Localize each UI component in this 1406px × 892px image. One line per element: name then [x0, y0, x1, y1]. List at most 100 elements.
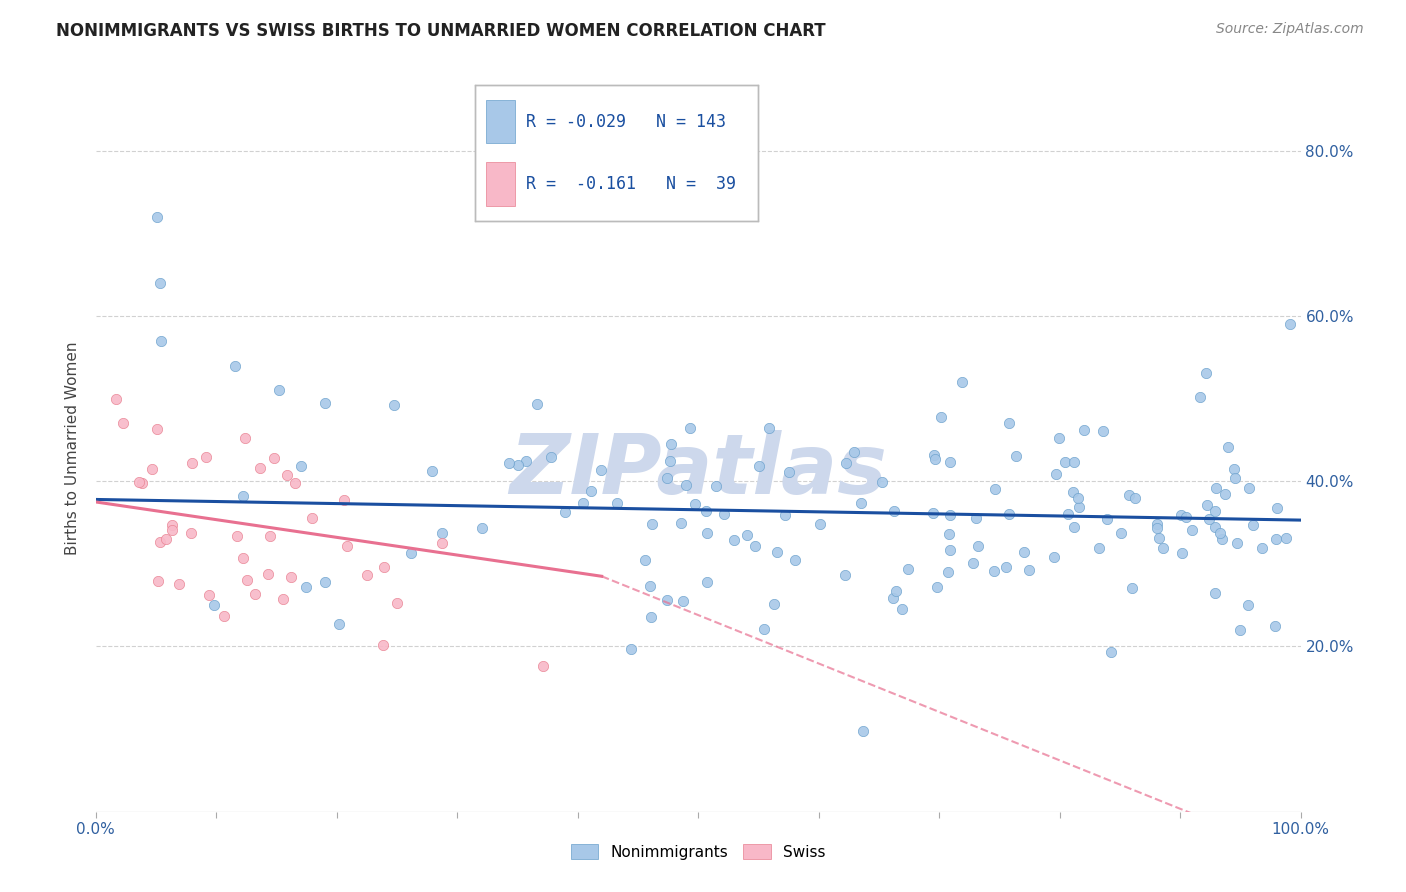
Point	[181, 456, 204, 470]
Point	[1204, 504, 1226, 518]
Point	[232, 489, 254, 503]
Point	[1069, 500, 1091, 514]
Point	[150, 334, 173, 348]
Point	[111, 417, 134, 431]
Point	[1222, 462, 1244, 476]
Point	[683, 497, 706, 511]
Point	[929, 409, 952, 424]
Point	[634, 553, 657, 567]
Point	[870, 475, 893, 489]
Point	[983, 564, 1005, 578]
Point	[148, 276, 170, 290]
Point	[1146, 521, 1168, 535]
Legend: Nonimmigrants, Swiss: Nonimmigrants, Swiss	[564, 838, 832, 866]
Point	[167, 577, 190, 591]
Point	[259, 529, 281, 543]
Point	[1204, 520, 1226, 534]
Point	[669, 516, 692, 530]
Point	[921, 506, 943, 520]
Point	[762, 597, 785, 611]
Point	[1053, 454, 1076, 468]
Point	[1123, 491, 1146, 505]
Point	[314, 574, 336, 589]
Point	[994, 560, 1017, 574]
Point	[249, 461, 271, 475]
Point	[1251, 541, 1274, 556]
Point	[225, 529, 247, 543]
Point	[924, 452, 946, 467]
Point	[1181, 523, 1204, 537]
Point	[638, 579, 661, 593]
Point	[679, 420, 702, 434]
Point	[1279, 318, 1302, 332]
Point	[1274, 531, 1296, 545]
Point	[834, 567, 856, 582]
Point	[620, 642, 643, 657]
Point	[748, 459, 770, 474]
Point	[430, 526, 453, 541]
Point	[998, 416, 1021, 430]
Point	[1012, 545, 1035, 559]
Point	[1067, 491, 1090, 505]
Point	[202, 599, 225, 613]
Point	[243, 587, 266, 601]
Point	[471, 521, 494, 535]
Point	[939, 455, 962, 469]
Point	[160, 523, 183, 537]
Point	[280, 569, 302, 583]
Point	[1073, 423, 1095, 437]
Point	[773, 508, 796, 522]
Point	[105, 392, 128, 406]
Point	[498, 456, 520, 470]
Point	[1265, 532, 1288, 546]
Point	[314, 396, 336, 410]
Point	[1099, 645, 1122, 659]
Point	[263, 450, 285, 465]
Point	[284, 475, 307, 490]
Point	[778, 465, 800, 479]
Point	[672, 594, 695, 608]
Point	[754, 622, 776, 636]
Point	[661, 437, 683, 451]
Point	[290, 458, 312, 473]
Point	[884, 584, 907, 599]
Point	[1095, 512, 1118, 526]
Point	[1226, 536, 1249, 550]
Point	[891, 602, 914, 616]
Point	[1194, 366, 1216, 380]
Point	[198, 588, 221, 602]
Point	[1042, 549, 1064, 564]
Point	[1213, 487, 1236, 501]
Point	[1121, 581, 1143, 595]
Point	[146, 210, 169, 224]
Point	[882, 591, 904, 606]
Point	[1018, 563, 1040, 577]
Point	[939, 508, 962, 522]
Point	[1063, 520, 1085, 534]
Bar	[486, 100, 515, 144]
Point	[257, 567, 280, 582]
Point	[849, 495, 872, 509]
Point	[1047, 431, 1070, 445]
Point	[540, 450, 562, 465]
Point	[571, 496, 593, 510]
Point	[373, 560, 395, 574]
Point	[1204, 585, 1226, 599]
Point	[1174, 510, 1197, 524]
Point	[925, 580, 948, 594]
Point	[267, 384, 290, 398]
Point	[155, 532, 177, 546]
Text: R =  -0.161   N =  39: R = -0.161 N = 39	[526, 175, 737, 194]
Point	[1109, 526, 1132, 541]
Point	[1056, 507, 1078, 521]
Point	[1171, 546, 1194, 560]
Point	[373, 638, 395, 652]
Point	[1211, 532, 1233, 546]
Point	[897, 562, 920, 576]
Point	[581, 484, 603, 499]
Point	[936, 566, 959, 580]
Point	[696, 574, 718, 589]
Point	[1195, 498, 1218, 512]
Point	[965, 511, 987, 525]
Point	[149, 534, 172, 549]
